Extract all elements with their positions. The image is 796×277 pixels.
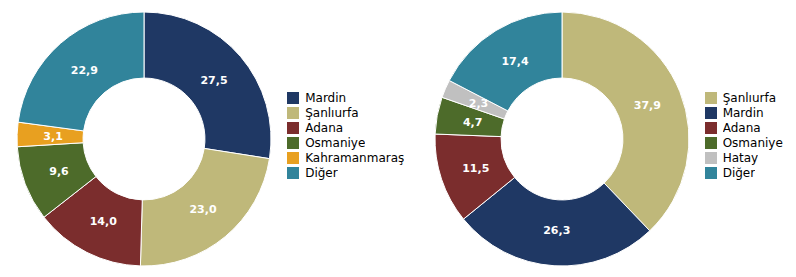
svg-text:2,3: 2,3 bbox=[468, 96, 488, 109]
svg-text:3,1: 3,1 bbox=[44, 129, 64, 142]
svg-text:17,4: 17,4 bbox=[501, 54, 528, 67]
svg-text:26,3: 26,3 bbox=[543, 224, 570, 237]
html-text:Adana: Adana bbox=[305, 120, 344, 135]
svg-text:14,0: 14,0 bbox=[90, 214, 117, 227]
svg-text:4,7: 4,7 bbox=[463, 116, 483, 129]
svg-text:23,0: 23,0 bbox=[190, 203, 217, 216]
svg-text:22,9: 22,9 bbox=[71, 64, 98, 77]
svg-text:27,5: 27,5 bbox=[201, 73, 228, 86]
html-text:Diğer: Diğer bbox=[722, 165, 756, 180]
html-text:Diğer: Diğer bbox=[305, 165, 338, 180]
svg-text:37,9: 37,9 bbox=[633, 98, 660, 111]
html-text:Osmaniye: Osmaniye bbox=[305, 135, 366, 150]
html-text:Şanlıurfa: Şanlıurfa bbox=[305, 105, 359, 120]
html-text:Mardin: Mardin bbox=[722, 105, 764, 120]
svg-text:11,5: 11,5 bbox=[462, 161, 489, 174]
html-text:Kahramanmaraş: Kahramanmaraş bbox=[305, 150, 405, 165]
html-text:Mardin: Mardin bbox=[305, 90, 347, 105]
html-text:Şanlıurfa: Şanlıurfa bbox=[722, 90, 776, 105]
svg-text:9,6: 9,6 bbox=[49, 165, 69, 178]
html-text:Adana: Adana bbox=[722, 120, 761, 135]
html-text:Hatay: Hatay bbox=[722, 150, 759, 165]
html-text:Osmaniye: Osmaniye bbox=[722, 135, 783, 150]
